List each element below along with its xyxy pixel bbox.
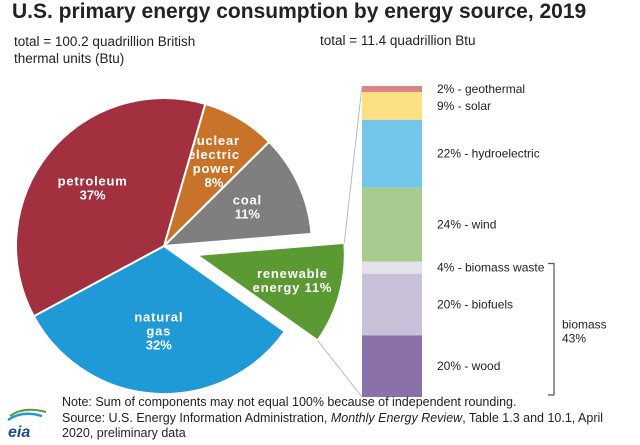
pie-label-natural-gas: gas <box>146 324 171 339</box>
source-suffix: , Table 1.3 and 10.1, April 2020, prelim… <box>62 410 604 441</box>
pie-label-percent: 32% <box>146 338 172 353</box>
pie-total-label: total = 100.2 quadrillion British therma… <box>14 33 214 67</box>
pie-label-nuclear-electric-power: electric <box>188 147 240 162</box>
chart-note: Note: Sum of components may not equal 10… <box>62 395 622 442</box>
pie-slice-coal <box>161 140 313 248</box>
pie-label-percent: 37% <box>80 187 106 202</box>
pie-label-renewable-energy: energy 11% <box>253 280 333 295</box>
bar-segment-solar <box>362 92 422 120</box>
bar-segment-biomass-waste <box>362 261 422 274</box>
bar-segment-geothermal <box>362 86 422 93</box>
pie-label-petroleum: petroleum <box>58 173 128 188</box>
biomass-group-percent: 43% <box>562 331 586 345</box>
pie-label-percent: 8% <box>205 175 224 190</box>
bar-label-wood: 20% - wood <box>437 359 500 373</box>
source-line: Source: U.S. Energy Information Administ… <box>62 411 622 442</box>
bar-label-hydroelectric: 22% - hydroelectric <box>437 147 540 161</box>
bar-label-wind: 24% - wind <box>437 218 496 232</box>
connector-line-bottom <box>317 340 363 398</box>
biomass-group-label: biomass <box>562 317 607 331</box>
pie-total-text: total = 100.2 quadrillion British therma… <box>14 34 196 66</box>
note-line: Note: Sum of components may not equal 10… <box>62 395 517 409</box>
bar-segment-hydroelectric <box>362 119 422 188</box>
pie-label-percent: 11% <box>235 207 261 222</box>
connector-line-top <box>343 85 363 243</box>
source-prefix: Source: U.S. Energy Information Administ… <box>62 410 331 425</box>
chart-title: U.S. primary energy consumption by energ… <box>12 0 587 23</box>
bar-label-solar: 9% - solar <box>437 99 491 113</box>
bar-label-geothermal: 2% - geothermal <box>437 82 525 96</box>
pie-slice-petroleum <box>15 97 207 318</box>
pie-label-nuclear-electric-power: power <box>193 161 235 176</box>
pie-label-coal: coal <box>233 193 262 208</box>
pie-label-renewable-energy: renewable <box>257 266 328 281</box>
bar-segment-biofuels <box>362 273 422 336</box>
bar-label-biomass-waste: 4% - biomass waste <box>437 261 545 275</box>
source-italic: Monthly Energy Review <box>330 410 463 425</box>
bar-label-biofuels: 20% - biofuels <box>437 298 513 312</box>
pie-label-nuclear-electric-power: nuclear <box>188 133 240 148</box>
eia-logo: eia <box>2 408 60 445</box>
logo-text: eia <box>8 424 30 440</box>
bar-total-label: total = 11.4 quadrillion Btu <box>320 33 476 48</box>
biomass-bracket <box>548 262 555 396</box>
bar-segment-wood <box>362 335 422 397</box>
bar-segment-wind <box>362 187 422 262</box>
pie-label-natural-gas: natural <box>134 310 183 325</box>
pie-slice-renewable-energy <box>193 241 346 342</box>
